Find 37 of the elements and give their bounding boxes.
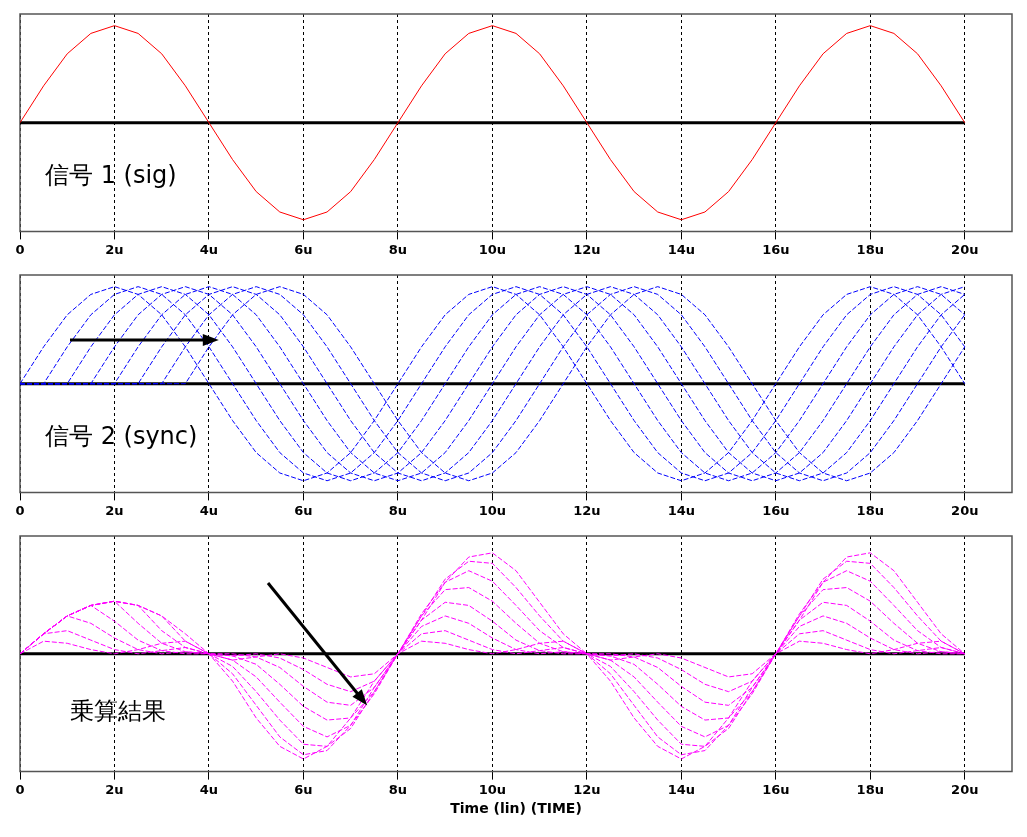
x-tick-label: 20u — [951, 502, 979, 518]
x-tick-label: 8u — [388, 241, 408, 257]
x-tick-label: 6u — [294, 502, 313, 518]
annotation: 信号 1 (sig) — [45, 161, 177, 190]
x-tick-label: 12u — [573, 781, 601, 797]
annotation: 乗算結果 — [70, 696, 166, 725]
x-tick-label: 2u — [105, 781, 124, 797]
x-tick-label: 14u — [667, 241, 696, 257]
x-tick-label: 4u — [199, 781, 219, 797]
x-tick-label: 14u — [667, 781, 696, 797]
x-tick-label: 10u — [478, 781, 507, 797]
x-tick-label: 12u — [573, 241, 601, 257]
x-tick-label: 16u — [762, 781, 790, 797]
x-tick-label: 8u — [388, 502, 408, 518]
x-tick-label: 16u — [762, 502, 790, 518]
x-tick-label: 14u — [667, 502, 696, 518]
x-tick-label: 8u — [388, 781, 408, 797]
annotation: 信号 2 (sync) — [45, 422, 198, 451]
x-tick-label: 10u — [478, 241, 507, 257]
x-tick-label: 16u — [762, 241, 790, 257]
x-tick-label: 2u — [105, 502, 124, 518]
x-tick-label: 20u — [951, 781, 979, 797]
x-tick-label: 6u — [294, 241, 313, 257]
x-tick-label: 2u — [105, 241, 124, 257]
x-tick-label: 18u — [856, 781, 884, 797]
x-tick-label: 4u — [199, 502, 219, 518]
x-tick-label: 4u — [199, 241, 219, 257]
x-tick-label: 18u — [856, 241, 884, 257]
x-tick-label: 18u — [856, 502, 884, 518]
x-tick-label: 20u — [951, 241, 979, 257]
x-tick-label: 0 — [15, 502, 25, 518]
x-tick-label: 6u — [294, 781, 313, 797]
x-tick-label: 10u — [478, 502, 507, 518]
x-axis-title: Time (lin) (TIME) — [450, 800, 582, 817]
x-tick-label: 0 — [15, 241, 25, 257]
x-tick-label: 12u — [573, 502, 601, 518]
x-tick-label: 0 — [15, 781, 25, 797]
